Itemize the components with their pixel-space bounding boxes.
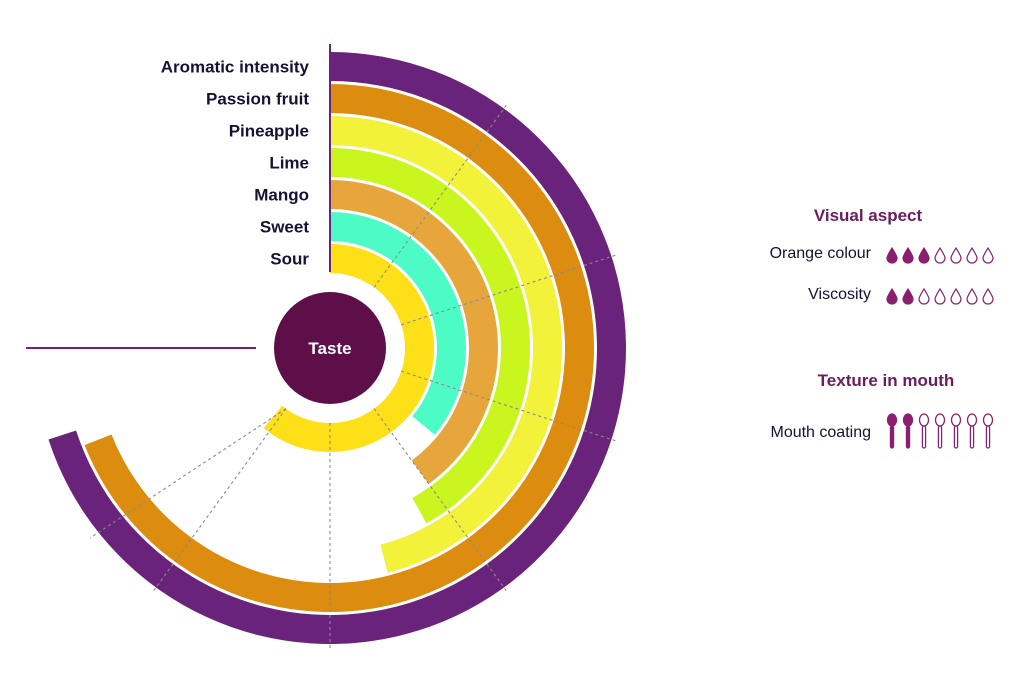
- ring-bar-pineapple: [330, 116, 562, 573]
- ring-bar-sweet: [330, 212, 466, 435]
- spoon-filled-icon: [902, 413, 914, 449]
- drop-empty-icon: [950, 246, 962, 264]
- series-labels: Aromatic intensity Passion fruit Pineapple…: [161, 58, 310, 269]
- drop-empty-icon: [982, 287, 994, 305]
- spoon-filled-icon: [886, 413, 898, 449]
- drop-filled-icon: [918, 246, 930, 264]
- guide-line: [401, 370, 618, 442]
- series-label: Aromatic intensity: [161, 58, 310, 77]
- series-label: Lime: [269, 154, 309, 173]
- guide-lines: [26, 44, 618, 650]
- center-group: Taste: [274, 292, 386, 404]
- guide-line: [401, 254, 618, 326]
- series-label: Sweet: [260, 218, 309, 237]
- series-label: Sour: [270, 250, 309, 269]
- center-circle: [274, 292, 386, 404]
- visual-aspect-rows: Orange colour Viscosity: [770, 245, 994, 305]
- rating-row-label: Mouth coating: [770, 424, 871, 441]
- spoon-empty-icon: [966, 413, 978, 449]
- spoon-empty-icon: [934, 413, 946, 449]
- ring-bars: [48, 52, 627, 644]
- spoon-empty-icon: [950, 413, 962, 449]
- texture-title: Texture in mouth: [818, 371, 955, 390]
- spoon-empty-icon: [918, 413, 930, 449]
- drop-filled-icon: [886, 246, 898, 264]
- drop-empty-icon: [982, 246, 994, 264]
- drop-empty-icon: [934, 287, 946, 305]
- drop-empty-icon: [950, 287, 962, 305]
- rating-row-label: Orange colour: [770, 245, 872, 262]
- visual-aspect-title: Visual aspect: [814, 206, 923, 225]
- drop-empty-icon: [918, 287, 930, 305]
- drop-empty-icon: [934, 246, 946, 264]
- drop-empty-icon: [966, 287, 978, 305]
- guide-line: [373, 408, 508, 593]
- center-label: Taste: [308, 339, 351, 358]
- texture-rows: Mouth coating: [770, 413, 994, 449]
- drop-empty-icon: [966, 246, 978, 264]
- drop-filled-icon: [902, 246, 914, 264]
- ring-bar-sour: [263, 244, 434, 452]
- series-label: Pineapple: [229, 122, 309, 141]
- rating-row-label: Viscosity: [808, 286, 871, 303]
- guide-line: [373, 103, 508, 288]
- ring-bar-mango: [330, 180, 499, 484]
- ring-bar-lime: [330, 148, 531, 524]
- drop-filled-icon: [902, 287, 914, 305]
- series-label: Mango: [254, 186, 309, 205]
- legend-panel: Visual aspect Orange colour Viscosity Tex…: [770, 206, 994, 449]
- spoon-empty-icon: [982, 413, 994, 449]
- drop-filled-icon: [886, 287, 898, 305]
- series-label: Passion fruit: [206, 90, 309, 109]
- guide-line: [152, 408, 287, 593]
